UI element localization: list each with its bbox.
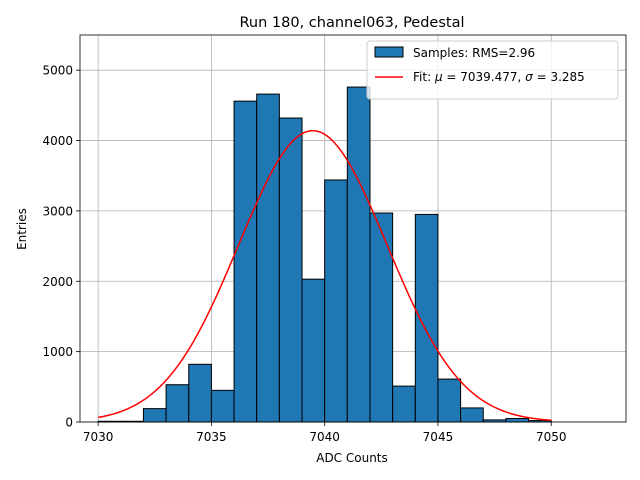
y-tick-label: 2000 xyxy=(42,275,73,289)
y-tick-label: 1000 xyxy=(42,345,73,359)
legend-fit-end: = 3.285 xyxy=(533,70,585,84)
x-tick-label: 7030 xyxy=(83,430,114,444)
y-axis-label: Entries xyxy=(15,208,29,250)
histogram-bar xyxy=(460,407,484,423)
legend: Samples: RMS=2.96 Fit: μ = 7039.477, σ =… xyxy=(366,40,619,100)
histogram-bar xyxy=(142,408,167,423)
x-tick-label: 7040 xyxy=(309,430,340,444)
axes-frame xyxy=(79,34,627,423)
histogram-bar xyxy=(278,117,303,423)
legend-fit-label: Fit: μ = 7039.477, σ = 3.285 xyxy=(413,70,585,84)
legend-samples-swatch xyxy=(374,46,404,58)
histogram-bar xyxy=(324,179,348,423)
legend-fit-prefix: Fit: xyxy=(413,70,435,84)
x-tick-label: 7050 xyxy=(536,430,567,444)
histogram-bar xyxy=(233,100,258,423)
axis-ticks: 7030 7035 7040 7045 7050 0 1000 2000 3000 4000 500… xyxy=(42,64,566,444)
histogram-bar xyxy=(256,93,280,423)
histogram-bar xyxy=(414,213,439,423)
y-tick-label: 0 xyxy=(65,416,73,430)
histogram-bar xyxy=(301,278,326,423)
legend-fit-mid: = 7039.477, xyxy=(443,70,526,84)
histogram-bar xyxy=(346,86,371,423)
legend-mu-symbol: μ xyxy=(434,70,443,84)
legend-samples-label: Samples: RMS=2.96 xyxy=(413,46,535,60)
x-tick-label: 7035 xyxy=(196,430,227,444)
histogram-bar xyxy=(210,389,235,423)
histogram-bar xyxy=(188,363,212,423)
histogram-bar xyxy=(165,384,190,423)
histogram-bar xyxy=(505,417,530,423)
histogram-bar xyxy=(437,378,462,423)
x-axis-label: ADC Counts xyxy=(316,451,388,465)
legend-box xyxy=(366,40,619,100)
y-tick-label: 5000 xyxy=(42,64,73,78)
x-tick-label: 7045 xyxy=(423,430,454,444)
chart-title: Run 180, channel063, Pedestal xyxy=(239,15,464,31)
fit-curve xyxy=(97,129,552,422)
legend-sigma-symbol: σ xyxy=(525,70,533,84)
y-tick-label: 3000 xyxy=(42,204,73,218)
histogram-bar xyxy=(392,385,416,423)
y-tick-label: 4000 xyxy=(42,134,73,148)
histogram-bar xyxy=(369,212,394,423)
